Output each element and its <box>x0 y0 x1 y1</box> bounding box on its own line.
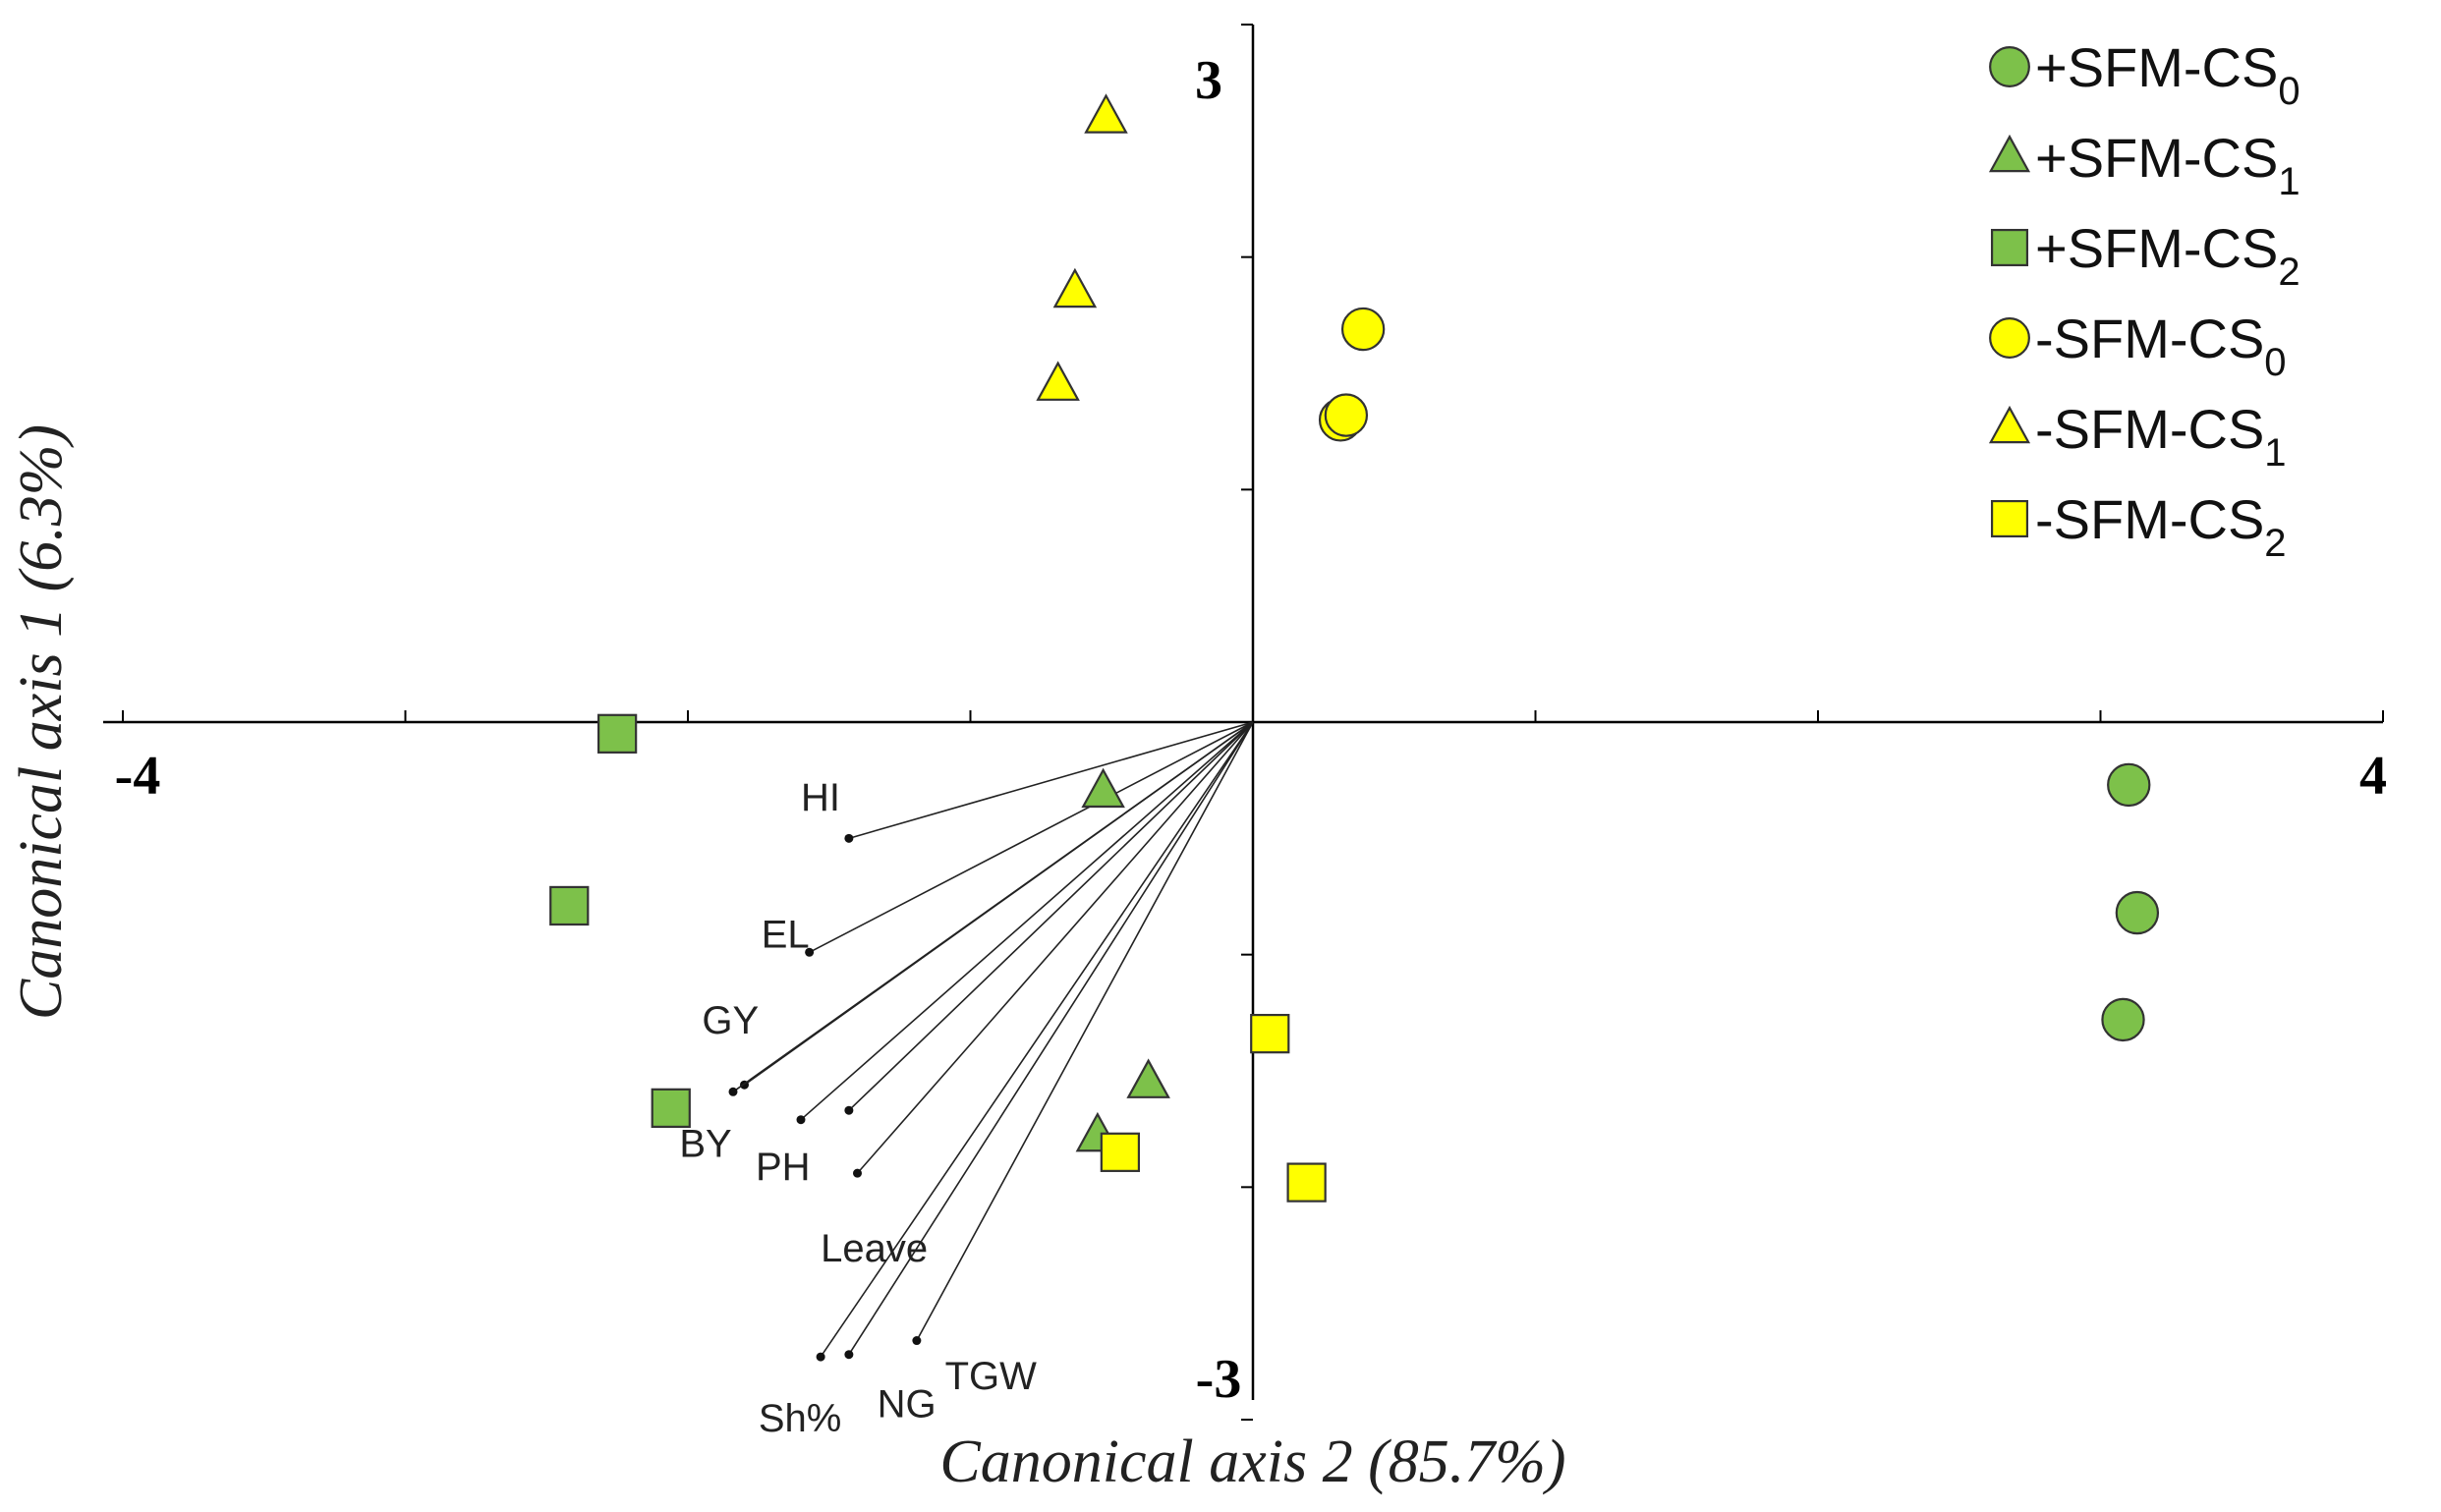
data-point-circle <box>1340 307 1386 352</box>
legend-marker-circle <box>1989 46 2030 87</box>
vector-label: Sh% <box>759 1397 842 1440</box>
data-point-circle <box>1324 393 1369 437</box>
legend-subscript: 0 <box>2278 70 2299 113</box>
y-axis-title: Canonical axis 1 (6.3%) <box>8 424 75 1020</box>
data-point-square <box>1286 1162 1327 1203</box>
vector-line <box>732 721 1254 1092</box>
legend-subscript: 1 <box>2264 431 2286 475</box>
vector-line <box>916 721 1254 1341</box>
legend-marker-square <box>1990 499 2029 538</box>
vector-line <box>848 721 1254 1111</box>
data-point-circle <box>2107 762 2151 808</box>
data-point-triangle <box>1126 1058 1170 1098</box>
legend-marker-triangle <box>1988 134 2031 173</box>
vector-label: GY <box>702 999 759 1042</box>
data-point-square <box>549 885 590 926</box>
legend-label: +SFM-CS1 <box>2035 127 2300 203</box>
legend-marker-square <box>1990 228 2029 267</box>
data-points <box>549 93 2160 1203</box>
vector-label: HI <box>801 776 840 819</box>
vector-line <box>848 721 1254 1356</box>
vector-end-dot <box>728 1087 738 1096</box>
data-point-square <box>596 713 638 754</box>
vector-line <box>809 721 1254 954</box>
vector-line <box>800 721 1254 1121</box>
data-point-triangle <box>1084 93 1128 134</box>
vector-label: BY <box>679 1123 731 1166</box>
data-point-circle <box>2115 890 2160 935</box>
legend-label: -SFM-CS2 <box>2035 488 2287 565</box>
data-point-square <box>1250 1013 1290 1054</box>
vector-end-dot <box>805 947 815 957</box>
vector-label: EL <box>762 914 810 957</box>
data-point-square <box>1100 1132 1141 1172</box>
vector-label: TGW <box>945 1355 1038 1398</box>
legend-subscript: 2 <box>2264 522 2286 565</box>
legend-marker-circle <box>1989 317 2030 359</box>
legend-subscript: 0 <box>2264 341 2286 384</box>
data-point-triangle <box>1036 361 1080 401</box>
data-point-square <box>651 1088 691 1129</box>
x-max-tick-label: 4 <box>2359 746 2387 807</box>
vector-end-dot <box>853 1168 862 1178</box>
legend-label: -SFM-CS1 <box>2035 398 2287 475</box>
axes <box>103 24 2384 1421</box>
y-min-tick-label: -3 <box>1196 1349 1242 1410</box>
x-axis-title: Canonical axis 2 (85.7%) <box>939 1428 1565 1495</box>
vector-label: NG <box>878 1383 937 1427</box>
vector-end-dot <box>844 833 854 843</box>
legend-subscript: 2 <box>2278 251 2299 294</box>
vector-end-dot <box>912 1336 922 1346</box>
vector-end-dot <box>844 1350 854 1360</box>
legend-label: +SFM-CS2 <box>2035 217 2300 294</box>
vector-end-dot <box>816 1352 825 1362</box>
vector-label: Leave <box>821 1227 928 1270</box>
vector-label: PH <box>756 1146 811 1189</box>
vector-line <box>856 721 1254 1174</box>
vector-end-dot <box>844 1105 854 1115</box>
legend-subscript: 1 <box>2278 160 2299 203</box>
vector-line <box>820 721 1254 1358</box>
vector-end-dot <box>796 1115 806 1125</box>
x-min-tick-label: -4 <box>115 746 161 807</box>
legend-label: +SFM-CS0 <box>2035 36 2300 113</box>
legend: +SFM-CS0 +SFM-CS1 +SFM-CS2 -SFM-CS0 -SFM-CS1… <box>1988 36 2300 565</box>
data-point-triangle <box>1081 767 1125 809</box>
legend-marker-triangle <box>1988 405 2031 444</box>
legend-label: -SFM-CS0 <box>2035 308 2287 384</box>
y-max-tick-label: 3 <box>1195 50 1222 111</box>
data-point-triangle <box>1052 267 1098 308</box>
data-point-circle <box>2101 997 2145 1042</box>
vector-line <box>848 721 1254 840</box>
